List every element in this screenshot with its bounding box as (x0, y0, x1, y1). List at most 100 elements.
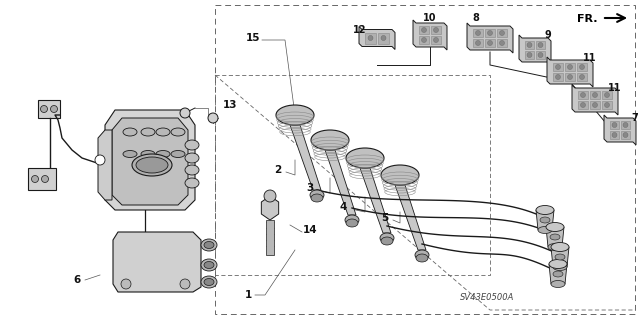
Ellipse shape (201, 276, 217, 288)
Circle shape (527, 42, 532, 48)
Text: 13: 13 (223, 100, 237, 110)
Circle shape (612, 122, 617, 128)
Bar (156, 132, 170, 154)
Ellipse shape (156, 128, 170, 136)
Bar (473, 39, 483, 47)
Polygon shape (113, 232, 201, 292)
Circle shape (433, 38, 438, 42)
Bar (577, 73, 587, 81)
Circle shape (51, 106, 58, 113)
Bar (621, 121, 630, 129)
Bar (553, 63, 563, 71)
Text: 2: 2 (275, 165, 282, 175)
Ellipse shape (551, 280, 565, 287)
Bar (610, 131, 619, 139)
Ellipse shape (208, 113, 218, 123)
Circle shape (121, 279, 131, 289)
Bar (171, 132, 185, 154)
Polygon shape (325, 150, 356, 215)
Ellipse shape (550, 234, 560, 240)
Circle shape (623, 132, 628, 137)
Bar (536, 51, 545, 59)
Ellipse shape (171, 128, 185, 136)
Ellipse shape (310, 190, 324, 200)
Text: SV43E0500A: SV43E0500A (460, 293, 514, 302)
Polygon shape (360, 168, 391, 233)
Ellipse shape (551, 242, 569, 251)
Bar (578, 91, 588, 99)
Polygon shape (467, 23, 513, 53)
Text: 10: 10 (423, 13, 436, 23)
Ellipse shape (141, 151, 155, 158)
Text: 14: 14 (303, 225, 317, 235)
Circle shape (499, 41, 504, 46)
Circle shape (605, 93, 609, 98)
Bar (565, 73, 575, 81)
Bar (215, 5, 635, 314)
Ellipse shape (136, 157, 168, 173)
Bar (525, 51, 534, 59)
Ellipse shape (381, 237, 393, 245)
Circle shape (593, 93, 598, 98)
Bar (497, 29, 507, 37)
Text: 6: 6 (74, 275, 81, 285)
Text: FR.: FR. (577, 14, 598, 24)
Ellipse shape (141, 128, 155, 136)
Polygon shape (290, 125, 321, 190)
Polygon shape (572, 85, 618, 115)
Circle shape (180, 279, 190, 289)
Bar (610, 121, 619, 129)
Polygon shape (261, 196, 278, 220)
Bar (431, 36, 441, 44)
Polygon shape (519, 35, 551, 65)
Ellipse shape (185, 153, 199, 163)
Circle shape (488, 41, 493, 46)
Polygon shape (549, 264, 567, 284)
Ellipse shape (549, 259, 567, 269)
Polygon shape (536, 210, 554, 230)
Ellipse shape (416, 254, 428, 262)
Circle shape (568, 75, 573, 79)
Polygon shape (551, 247, 569, 267)
Bar (590, 101, 600, 109)
Circle shape (580, 93, 586, 98)
Circle shape (612, 132, 617, 137)
Circle shape (433, 27, 438, 33)
Ellipse shape (546, 222, 564, 232)
Text: 9: 9 (545, 30, 552, 40)
Circle shape (422, 38, 426, 42)
Polygon shape (547, 57, 593, 87)
Circle shape (579, 75, 584, 79)
Ellipse shape (204, 278, 214, 286)
Bar (419, 36, 429, 44)
Polygon shape (413, 20, 447, 50)
Text: 4: 4 (339, 202, 347, 212)
Ellipse shape (311, 130, 349, 150)
Circle shape (605, 102, 609, 108)
Ellipse shape (548, 243, 562, 250)
Circle shape (556, 75, 561, 79)
Circle shape (476, 31, 481, 35)
Bar (602, 91, 612, 99)
Bar (419, 26, 429, 34)
Bar (365, 33, 376, 43)
Bar (215, 75, 490, 275)
Text: 8: 8 (472, 13, 479, 23)
Text: 1: 1 (244, 290, 252, 300)
Bar (141, 132, 155, 154)
Circle shape (623, 122, 628, 128)
Text: 3: 3 (307, 183, 314, 193)
Ellipse shape (381, 165, 419, 185)
Bar (431, 26, 441, 34)
Circle shape (264, 190, 276, 202)
Circle shape (488, 31, 493, 35)
Ellipse shape (204, 262, 214, 269)
Circle shape (579, 64, 584, 70)
Bar (577, 63, 587, 71)
Ellipse shape (311, 194, 323, 202)
Circle shape (593, 102, 598, 108)
Ellipse shape (536, 205, 554, 214)
Bar (485, 39, 495, 47)
Polygon shape (98, 130, 112, 200)
Ellipse shape (345, 215, 359, 225)
